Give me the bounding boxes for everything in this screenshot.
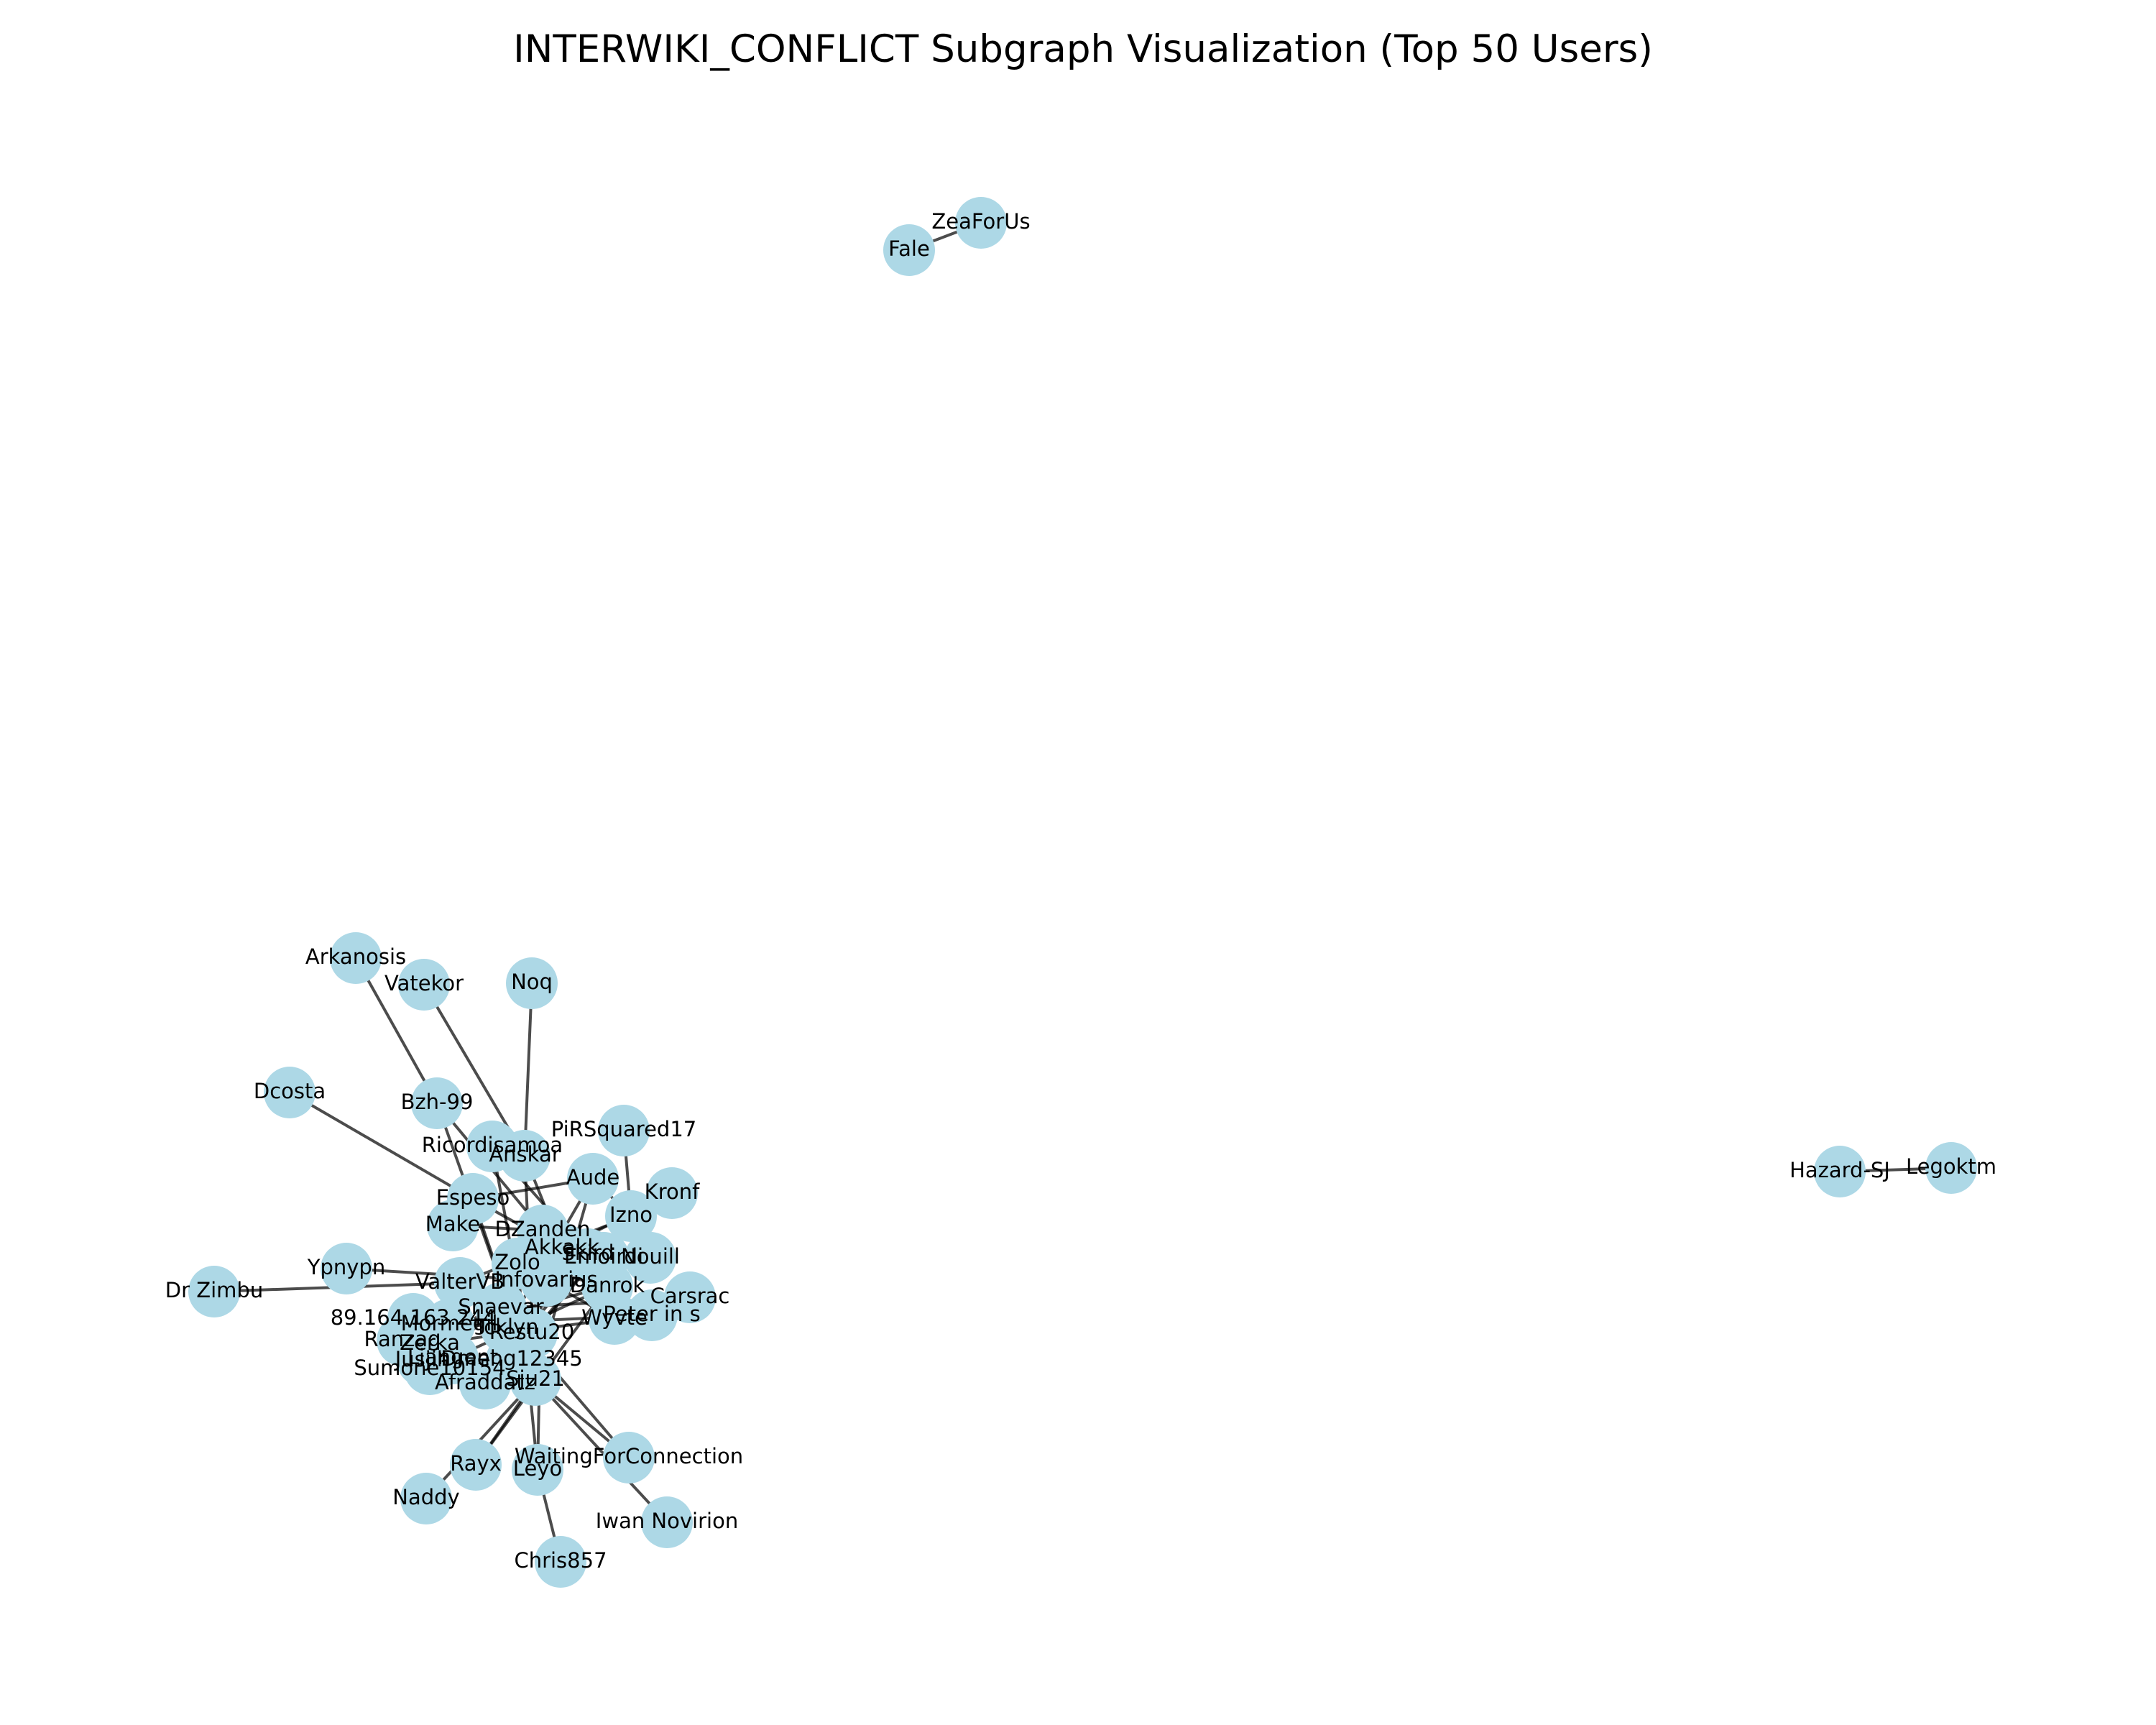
node-label-n39: Jusjih (394, 1347, 451, 1371)
node-n08 (264, 1067, 315, 1118)
node-n12 (499, 1130, 550, 1182)
node-label-n26: Danrok (570, 1273, 645, 1297)
node-label-n06: Vatekor (384, 971, 464, 995)
node-label-n23: Zolo (494, 1250, 540, 1274)
node-label-n12: Anskar (489, 1142, 560, 1167)
node-label-n48: Naddy (392, 1485, 459, 1509)
node-n10 (598, 1105, 650, 1156)
node-n29 (434, 1257, 486, 1309)
node-label-n01: ZeaForUs (931, 209, 1030, 234)
node-n09 (411, 1077, 463, 1129)
node-label-n46: Rayx (450, 1451, 502, 1476)
node-label-n40: Liangent (407, 1345, 498, 1369)
node-label-n43: Afraddatz (435, 1370, 535, 1394)
node-label-n21: Emoirdi (564, 1244, 643, 1269)
node-n01 (955, 197, 1007, 249)
node-n43 (459, 1358, 511, 1409)
node-label-n49: Iwan Novirion (596, 1509, 738, 1533)
node-label-n34: Mormegil (401, 1311, 498, 1335)
node-label-n08: Dcosta (254, 1079, 326, 1103)
node-n24 (321, 1243, 372, 1294)
node-n02 (883, 224, 935, 276)
node-label-n33: 89.164.163.244 (331, 1305, 497, 1330)
node-n17 (427, 1200, 479, 1251)
node-label-n03: Legoktm (1906, 1154, 1996, 1179)
node-label-n30: Snaevar (458, 1294, 543, 1319)
node-label-n41: Dmeng12345 (441, 1346, 582, 1371)
node-label-n02: Fale (888, 236, 930, 261)
node-label-n22: Nouill (621, 1244, 680, 1269)
node-n44 (510, 1354, 561, 1406)
node-label-n07: Noq (511, 970, 553, 994)
node-n22 (625, 1232, 676, 1284)
node-label-n35: Restu20 (489, 1320, 574, 1344)
node-label-n29: ValterVB (415, 1269, 505, 1294)
node-label-n27: Carsrac (650, 1284, 730, 1308)
edge-n44-n49 (534, 1379, 668, 1524)
node-n32 (589, 1293, 640, 1345)
node-n45 (603, 1432, 655, 1484)
node-label-n11: Ricordisamoa (422, 1133, 563, 1157)
node-label-n50: Chris857 (514, 1548, 607, 1573)
node-label-n45: WaitingForConnection (515, 1444, 743, 1468)
node-label-n44: Sju21 (506, 1366, 565, 1391)
edge-n07-n12 (523, 983, 533, 1156)
node-label-n05: Arkanosis (305, 944, 406, 969)
node-n47 (512, 1444, 563, 1496)
node-label-n31: Peter in s (603, 1302, 700, 1326)
node-label-n24: Ypnypn (307, 1255, 385, 1279)
figure-title: INTERWIKI_CONFLICT Subgraph Visualizatio… (513, 27, 1653, 71)
node-label-n15: Espeso (436, 1185, 510, 1210)
node-n06 (398, 959, 450, 1011)
node-n46 (450, 1439, 502, 1491)
node-n50 (535, 1536, 586, 1588)
node-label-n16: Izno (609, 1202, 653, 1227)
node-label-n28: Dr Zimbu (165, 1278, 263, 1302)
node-label-n13: Aude (566, 1165, 619, 1190)
node-n13 (567, 1153, 619, 1205)
node-label-n14: Kronf (645, 1179, 700, 1204)
node-n25 (520, 1255, 572, 1307)
edge-n05-n09 (354, 957, 438, 1104)
node-label-n04: Hazard-SJ (1789, 1158, 1890, 1182)
node-n04 (1814, 1146, 1866, 1197)
node-label-n18: DZanden (495, 1217, 591, 1241)
node-n49 (641, 1496, 693, 1548)
node-n48 (400, 1473, 452, 1524)
node-label-n36: Tcklyn (474, 1315, 538, 1339)
node-n05 (330, 932, 382, 984)
node-n07 (506, 957, 558, 1009)
node-label-n47: Leyo (513, 1456, 562, 1481)
edge-n08-n15 (288, 1091, 474, 1200)
node-n14 (646, 1167, 698, 1219)
node-label-n37: Ranzag (364, 1327, 441, 1351)
node-n42 (404, 1343, 456, 1395)
node-label-n32: Wyvte (581, 1305, 648, 1330)
node-n28 (188, 1266, 240, 1317)
node-n16 (605, 1190, 657, 1242)
node-label-n17: Make (425, 1212, 480, 1236)
node-label-n10: PiRSquared17 (551, 1117, 696, 1141)
node-label-n09: Bzh-99 (401, 1090, 474, 1114)
node-label-n25: Infovarius (494, 1267, 597, 1292)
nodes-layer (188, 197, 1977, 1588)
node-n31 (626, 1289, 678, 1341)
node-label-n20: Skird (561, 1241, 614, 1265)
node-n03 (1925, 1142, 1977, 1194)
node-label-n19: Akkakk (525, 1235, 599, 1259)
edge-n48-n44 (425, 1379, 537, 1500)
node-label-n42: Sumone10154 (354, 1356, 505, 1380)
node-label-n38: Zerka (400, 1330, 460, 1355)
